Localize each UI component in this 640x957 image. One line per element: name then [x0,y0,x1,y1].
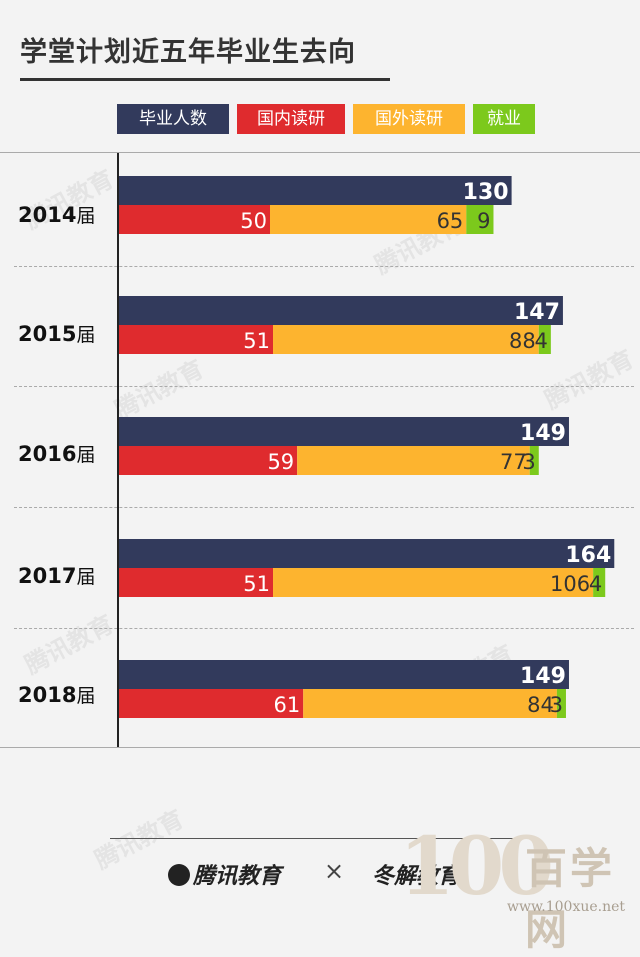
page-title: 学堂计划近五年毕业生去向 [20,37,356,68]
corner-watermark-logo: 100 百学网 www.100xue.net [399,819,626,954]
category-label-2014: 2014届 [18,203,96,227]
legend-item-domestic: 国内读研 [237,104,345,134]
legend-item-employed: 就业 [473,104,535,134]
bar-segment-2 [270,205,467,234]
row-separator [14,266,634,267]
data-label-segment: 4 [589,572,602,596]
data-label-total: 147 [514,300,560,325]
y-axis-line [117,153,119,747]
bar-segment-2 [303,689,557,718]
data-label-segment: 59 [267,450,294,474]
data-label-segment: 65 [437,209,464,233]
bar-total [119,660,569,689]
data-label-segment: 106 [550,572,590,596]
footer-brand-left: 腾讯教育 [168,858,281,890]
bar-total [119,539,615,568]
data-label-segment: 3 [522,450,535,474]
category-label-2017: 2017届 [18,564,96,588]
bar-segment-1 [119,205,270,234]
legend-item-abroad: 国外读研 [353,104,465,134]
data-label-segment: 88 [509,329,536,353]
bar-segment-3 [593,568,606,597]
bar-segment-3 [466,205,494,234]
bar-segment-1 [119,568,274,597]
bar-segment-1 [119,446,298,475]
data-label-total: 130 [463,180,509,205]
legend-item-total: 毕业人数 [117,104,229,134]
data-label-segment: 9 [477,209,490,233]
row-separator [14,628,634,629]
footer-rule [110,838,530,839]
data-label-segment: 61 [273,693,300,717]
chart-bottom-rule [0,747,640,748]
bar-total [119,417,569,446]
data-label-segment: 84 [527,693,554,717]
bar-segment-2 [273,568,594,597]
bar-total [119,296,563,325]
data-label-segment: 51 [243,572,270,596]
data-label-segment: 77 [500,450,527,474]
data-label-total: 164 [565,543,611,568]
footer-brand-right: 冬解教育 [372,864,461,889]
data-label-segment: 51 [243,329,270,353]
bar-total [119,176,512,205]
bar-segment-1 [119,325,274,354]
category-label-2018: 2018届 [18,683,96,707]
bar-segment-3 [538,325,551,354]
data-label-segment: 50 [240,209,267,233]
bar-segment-2 [297,446,530,475]
data-label-total: 149 [520,664,566,689]
times-icon: × [324,857,345,885]
data-label-segment: 4 [534,329,547,353]
category-label-2016: 2016届 [18,442,96,466]
data-label-total: 149 [520,421,566,446]
category-label-2015: 2015届 [18,322,96,346]
bar-segment-1 [119,689,304,718]
tencent-logo-icon [168,864,190,886]
bar-segment-2 [273,325,539,354]
data-label-segment: 3 [550,693,563,717]
bar-segment-3 [529,446,539,475]
chart-top-rule [0,152,640,153]
row-separator [14,386,634,387]
bar-segment-3 [556,689,566,718]
row-separator [14,507,634,508]
title-underline [20,78,390,81]
